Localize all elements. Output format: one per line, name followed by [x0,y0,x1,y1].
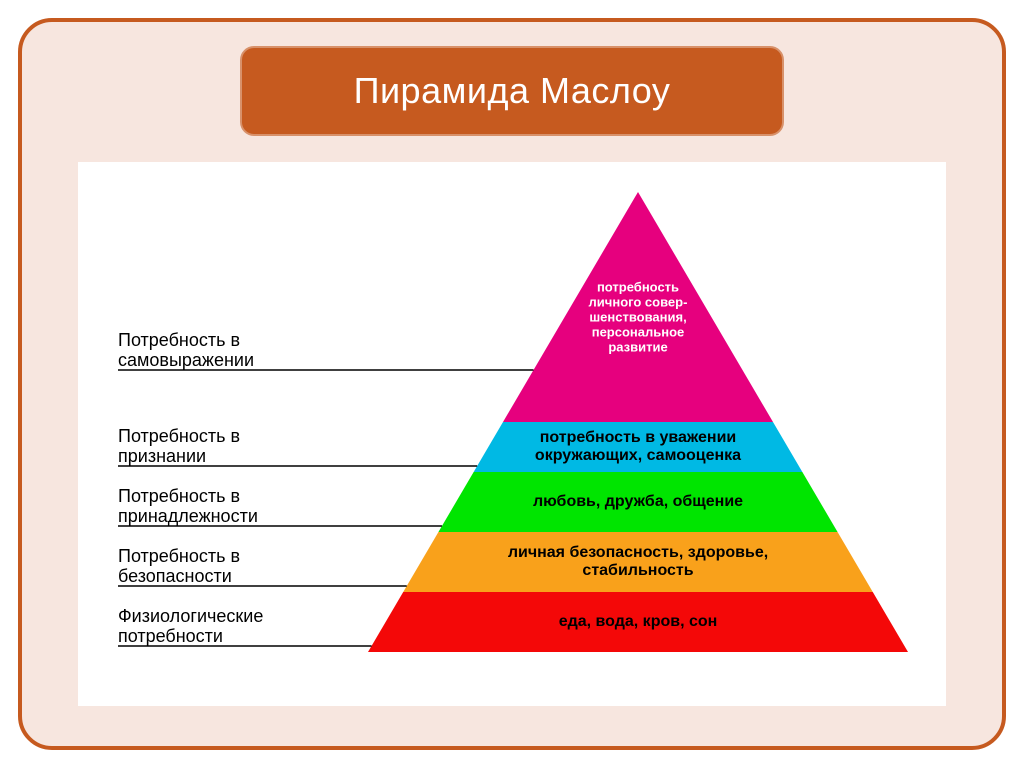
pyramid-level-text-esteem: потребность в уваженииокружающих, самооц… [535,429,741,464]
pyramid-level-text-physiological: еда, вода, кров, сон [559,613,718,630]
content-panel: еда, вода, кров, сон Физиологическиепотре… [78,162,946,706]
slide-frame: Пирамида Маслоу еда, вода, кров, сон Физи… [18,18,1006,750]
maslow-pyramid: еда, вода, кров, сон Физиологическиепотре… [78,162,948,714]
label-self-actualization: Потребность всамовыражении [118,330,254,370]
label-belonging: Потребность впринадлежности [118,486,258,526]
label-esteem: Потребность впризнании [118,426,240,466]
label-physiological: Физиологическиепотребности [118,606,263,646]
pyramid-level-text-belonging: любовь, дружба, общение [533,493,743,510]
title-box: Пирамида Маслоу [240,46,784,136]
slide-title: Пирамида Маслоу [354,70,671,112]
label-safety: Потребность вбезопасности [118,546,240,586]
